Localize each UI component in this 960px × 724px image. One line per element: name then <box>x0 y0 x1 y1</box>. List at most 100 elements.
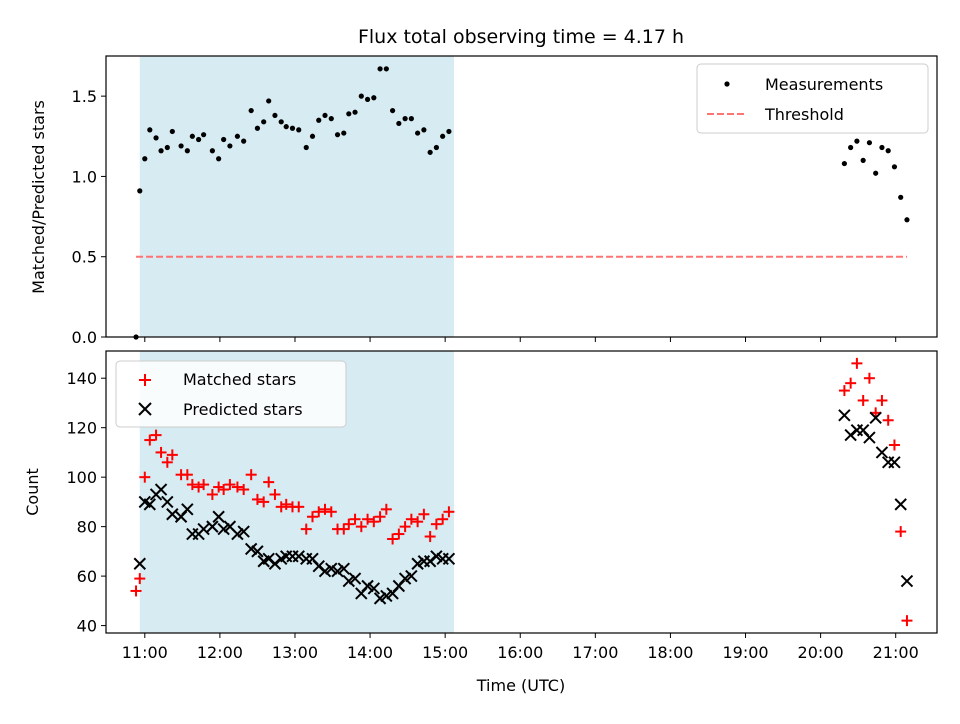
measurement-point-16 <box>227 143 233 149</box>
matched-point-46 <box>412 516 424 528</box>
x-axis-label: Time (UTC) <box>476 676 565 695</box>
xtick-label-8: 19:00 <box>722 643 768 662</box>
measurement-point-29 <box>309 133 316 139</box>
measurement-point-3 <box>147 127 153 133</box>
xtick-label-0: 11:00 <box>122 643 168 662</box>
legend-predicted-marker <box>138 402 152 416</box>
measurement-point-31 <box>322 112 328 119</box>
xtick-label-7: 18:00 <box>647 643 693 662</box>
matched-point-43 <box>393 528 405 540</box>
predicted-point-44 <box>405 569 418 583</box>
measurement-point-21 <box>261 119 267 125</box>
bottom-legend: Matched stars Predicted stars <box>115 360 347 428</box>
matched-point-40 <box>374 511 386 523</box>
matched-point-29 <box>306 511 318 523</box>
xtick-label-5: 16:00 <box>497 643 543 662</box>
measurement-point-5 <box>158 148 164 154</box>
legend-measurements-marker <box>724 81 730 87</box>
xtick-label-3: 14:00 <box>347 643 393 662</box>
xtick-label-2: 13:00 <box>272 643 318 662</box>
top-y-axis: 0.0 0.5 1.0 1.5 <box>72 87 106 347</box>
top-axes-frame <box>105 55 938 338</box>
measurement-point-20 <box>254 125 261 131</box>
predicted-point-59 <box>888 456 901 469</box>
matched-point-25 <box>280 498 292 510</box>
bottom-ytick-label-3: 100 <box>66 468 97 487</box>
legend-predicted-label: Predicted stars <box>183 400 303 419</box>
measurement-point-11 <box>196 136 202 143</box>
matched-point-1 <box>134 573 146 585</box>
matched-point-3 <box>144 434 156 446</box>
matched-point-35 <box>343 518 355 530</box>
measurement-point-39 <box>371 95 377 101</box>
matched-point-6 <box>161 456 173 468</box>
matched-point-27 <box>293 501 305 513</box>
matched-point-30 <box>313 506 325 518</box>
measurement-point-44 <box>402 116 408 122</box>
matched-point-20 <box>251 493 263 505</box>
measurement-point-54 <box>854 138 860 144</box>
measurement-point-37 <box>358 93 364 99</box>
xtick-label-1: 12:00 <box>197 643 243 662</box>
measurement-point-4 <box>153 135 159 141</box>
measurement-point-27 <box>296 127 302 133</box>
measurement-point-55 <box>860 157 866 163</box>
predicted-point-5 <box>161 495 174 509</box>
predicted-point-8 <box>181 503 194 516</box>
top-x-ticks <box>144 337 897 342</box>
measurement-point-10 <box>189 133 195 139</box>
matched-point-54 <box>851 357 863 369</box>
measurement-point-62 <box>904 217 910 223</box>
xtick-label-9: 20:00 <box>798 643 844 662</box>
matched-point-15 <box>218 484 230 496</box>
matched-point-59 <box>882 414 894 426</box>
measurement-point-7 <box>169 128 175 135</box>
figure-title: Flux total observing time = 4.17 h <box>358 26 684 48</box>
matched-point-38 <box>362 513 374 525</box>
top-legend: Measurements Threshold <box>696 63 929 134</box>
top-y-axis-label: Matched/Predicted stars <box>29 100 48 294</box>
predicted-point-19 <box>251 545 264 558</box>
matched-point-11 <box>193 481 205 493</box>
top-ytick-label-0: 0.0 <box>72 328 97 347</box>
measurement-point-45 <box>408 116 414 122</box>
predicted-point-51 <box>838 409 851 422</box>
legend-matched-label: Matched stars <box>183 370 296 389</box>
matched-point-48 <box>424 531 436 543</box>
measurement-point-56 <box>866 140 873 146</box>
matched-point-18 <box>238 484 250 496</box>
matched-point-14 <box>213 481 225 493</box>
measurement-point-13 <box>209 148 215 154</box>
measurement-point-46 <box>415 130 421 136</box>
xtick-label-6: 17:00 <box>572 643 618 662</box>
matched-point-9 <box>181 469 193 481</box>
matched-point-39 <box>368 516 380 528</box>
predicted-point-4 <box>154 483 168 496</box>
matched-point-52 <box>838 385 850 397</box>
measurement-point-1 <box>137 188 143 194</box>
matched-point-36 <box>349 513 361 525</box>
matched-point-4 <box>150 429 162 441</box>
predicted-point-13 <box>212 510 225 523</box>
predicted-point-57 <box>875 446 889 459</box>
matched-point-17 <box>231 481 243 493</box>
legend-threshold-label: Threshold <box>764 105 844 124</box>
top-shaded-span <box>139 56 454 337</box>
measurement-point-53 <box>848 144 854 151</box>
measurement-point-36 <box>352 109 358 115</box>
matched-point-61 <box>895 526 907 538</box>
measurement-point-41 <box>383 66 389 72</box>
measurement-point-9 <box>184 148 190 154</box>
predicted-point-35 <box>348 572 362 585</box>
matched-point-19 <box>245 469 257 481</box>
measurement-point-33 <box>334 132 341 138</box>
matched-point-41 <box>380 503 392 515</box>
matched-point-31 <box>319 503 331 515</box>
measurement-point-38 <box>364 96 371 102</box>
measurement-point-8 <box>178 143 184 149</box>
matched-point-44 <box>399 521 411 533</box>
matched-point-55 <box>857 394 869 406</box>
bottom-panel: 40 60 80 100 120 140 11:00 12:00 13:00 14:00 15:0… <box>23 350 938 695</box>
predicted-point-0 <box>133 557 146 570</box>
predicted-stars-points <box>133 409 914 605</box>
